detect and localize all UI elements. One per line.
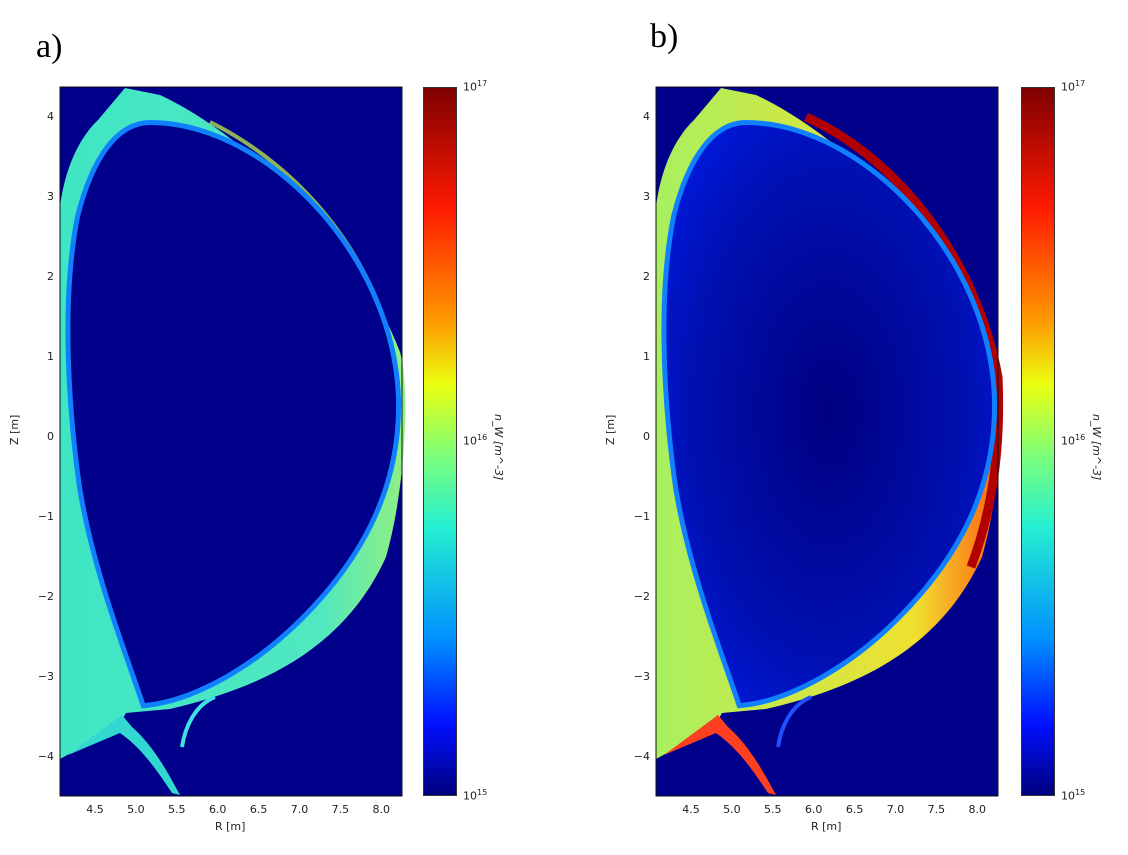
y-tick-label: −3 bbox=[633, 670, 650, 683]
x-tick-label: 5.0 bbox=[723, 803, 741, 816]
x-tick-label: 7.0 bbox=[886, 803, 905, 816]
colorbar-tick-label: 1015 bbox=[463, 788, 487, 803]
panel-label-a: a) bbox=[36, 28, 63, 65]
colorbar-tick-label: 1016 bbox=[463, 433, 487, 448]
y-tick-label: −1 bbox=[633, 510, 650, 523]
colorbar bbox=[1021, 87, 1055, 796]
divertor-arc bbox=[180, 695, 216, 748]
y-tick-label: 2 bbox=[47, 270, 54, 283]
colorbar-label: n_W [m^-3] bbox=[492, 414, 505, 481]
y-tick-label: −4 bbox=[37, 750, 54, 763]
colorbar-tick-base: 10 bbox=[1061, 80, 1075, 94]
y-tick-label: −2 bbox=[37, 590, 54, 603]
y-tick-label: −3 bbox=[37, 670, 54, 683]
x-axis-label: R [m] bbox=[215, 820, 246, 833]
y-tick-label: −1 bbox=[37, 510, 54, 523]
y-tick-label: 4 bbox=[643, 110, 650, 123]
colorbar-tick-base: 10 bbox=[463, 789, 477, 803]
colorbar-tick-base: 10 bbox=[463, 434, 477, 448]
outer-edge-high bbox=[804, 112, 1004, 569]
y-tick-label: 2 bbox=[643, 270, 650, 283]
x-tick-label: 6.0 bbox=[804, 803, 823, 816]
x-tick-label: 6.5 bbox=[845, 803, 864, 816]
y-tick-label: 0 bbox=[643, 430, 650, 443]
y-tick-label: 0 bbox=[47, 430, 54, 443]
core-region bbox=[70, 125, 397, 703]
x-axis-label: R [m] bbox=[811, 820, 842, 833]
colorbar-tick-exponent: 15 bbox=[477, 788, 488, 797]
y-tick-label: 1 bbox=[643, 350, 650, 363]
plot-frame bbox=[655, 86, 999, 797]
y-tick-label: 3 bbox=[643, 190, 650, 203]
divertor-leg bbox=[68, 715, 180, 795]
x-tick-label: 8.0 bbox=[968, 803, 987, 816]
colorbar-tick-exponent: 17 bbox=[477, 79, 488, 88]
x-tick-label: 5.5 bbox=[764, 803, 782, 816]
heatmap-plot-a bbox=[59, 86, 406, 797]
x-tick-label: 7.0 bbox=[290, 803, 309, 816]
heatmap-plot-b bbox=[655, 86, 1004, 797]
x-tick-label: 5.5 bbox=[168, 803, 186, 816]
colorbar-tick-exponent: 16 bbox=[477, 433, 488, 442]
divertor-arc bbox=[776, 695, 812, 748]
y-axis-label: Z [m] bbox=[8, 414, 21, 445]
y-tick-label: 3 bbox=[47, 190, 54, 203]
colorbar bbox=[423, 87, 457, 796]
colorbar-tick-base: 10 bbox=[463, 80, 477, 94]
x-tick-label: 8.0 bbox=[372, 803, 391, 816]
colorbar-tick-label: 1015 bbox=[1061, 788, 1085, 803]
y-tick-label: 4 bbox=[47, 110, 54, 123]
core-region bbox=[666, 125, 993, 703]
x-tick-label: 7.5 bbox=[927, 803, 946, 816]
plot-frame bbox=[59, 86, 403, 797]
y-axis-label: Z [m] bbox=[604, 414, 617, 445]
colorbar-tick-exponent: 17 bbox=[1075, 79, 1086, 88]
y-tick-label: 1 bbox=[47, 350, 54, 363]
x-tick-label: 4.5 bbox=[682, 803, 700, 816]
colorbar-label: n_W [m^-3] bbox=[1090, 414, 1103, 481]
x-tick-label: 4.5 bbox=[86, 803, 104, 816]
colorbar-tick-exponent: 16 bbox=[1075, 433, 1086, 442]
colorbar-tick-base: 10 bbox=[1061, 434, 1075, 448]
x-tick-label: 6.0 bbox=[208, 803, 227, 816]
colorbar-tick-base: 10 bbox=[1061, 789, 1075, 803]
y-tick-label: −4 bbox=[633, 750, 650, 763]
colorbar-tick-label: 1017 bbox=[463, 79, 487, 94]
x-tick-label: 5.0 bbox=[127, 803, 145, 816]
x-tick-label: 7.5 bbox=[331, 803, 350, 816]
y-tick-label: −2 bbox=[633, 590, 650, 603]
colorbar-tick-label: 1016 bbox=[1061, 433, 1085, 448]
divertor-leg bbox=[664, 715, 776, 795]
x-tick-label: 6.5 bbox=[249, 803, 268, 816]
colorbar-tick-exponent: 15 bbox=[1075, 788, 1086, 797]
panel-label-b: b) bbox=[650, 18, 679, 55]
colorbar-tick-label: 1017 bbox=[1061, 79, 1085, 94]
